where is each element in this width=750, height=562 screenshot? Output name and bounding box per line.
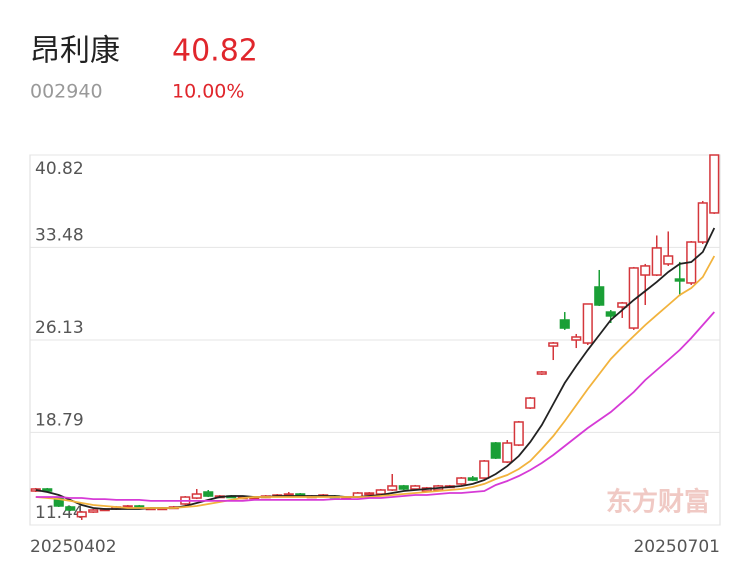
candle-body [398, 485, 409, 490]
candle-body [525, 397, 536, 409]
y-tick-label: 26.13 [35, 318, 84, 338]
watermark: 东方财富 [606, 487, 710, 518]
moving-average-line [35, 311, 715, 502]
x-tick-label: 20250402 [30, 537, 117, 557]
y-tick-label: 18.79 [35, 410, 84, 430]
candle-body [697, 202, 708, 243]
stock-code: 002940 [30, 81, 103, 103]
candle-body [410, 485, 421, 490]
moving-average-line [35, 227, 716, 510]
candle-body [674, 278, 685, 282]
candle-body [387, 485, 398, 491]
candle-body [191, 493, 202, 499]
candle-body [605, 311, 616, 317]
candle-body [88, 509, 99, 513]
candle-body [42, 488, 53, 492]
candle-body [548, 342, 559, 347]
candle-body [490, 442, 501, 459]
candle-body [640, 265, 651, 276]
candle-body [364, 492, 375, 496]
candle-body [76, 511, 87, 518]
candle-body [53, 497, 64, 507]
candle-body [456, 477, 467, 485]
candle-body [467, 477, 478, 481]
x-tick-label: 20250701 [633, 537, 720, 557]
candle-body [375, 489, 386, 495]
candle-body [594, 286, 605, 306]
candle-body [582, 303, 593, 344]
stock-price: 40.82 [172, 34, 258, 69]
y-tick-label: 40.82 [35, 159, 84, 179]
y-tick-label: 33.48 [35, 225, 84, 245]
candle-body [663, 255, 674, 265]
candle-body [502, 442, 513, 463]
candle-body [651, 247, 662, 276]
candle-body [65, 506, 76, 511]
candle-body [479, 460, 490, 479]
candle-body [559, 319, 570, 329]
candle-body [617, 302, 628, 308]
moving-average-line [35, 255, 716, 509]
candle-body [536, 371, 547, 375]
candle-body [571, 336, 582, 341]
candle-body [628, 267, 639, 329]
stock-change: 10.00% [172, 81, 244, 103]
candle-body [513, 421, 524, 446]
candle-body [709, 154, 720, 214]
candle-body [203, 491, 214, 497]
stock-name: 昂利康 [30, 34, 120, 69]
